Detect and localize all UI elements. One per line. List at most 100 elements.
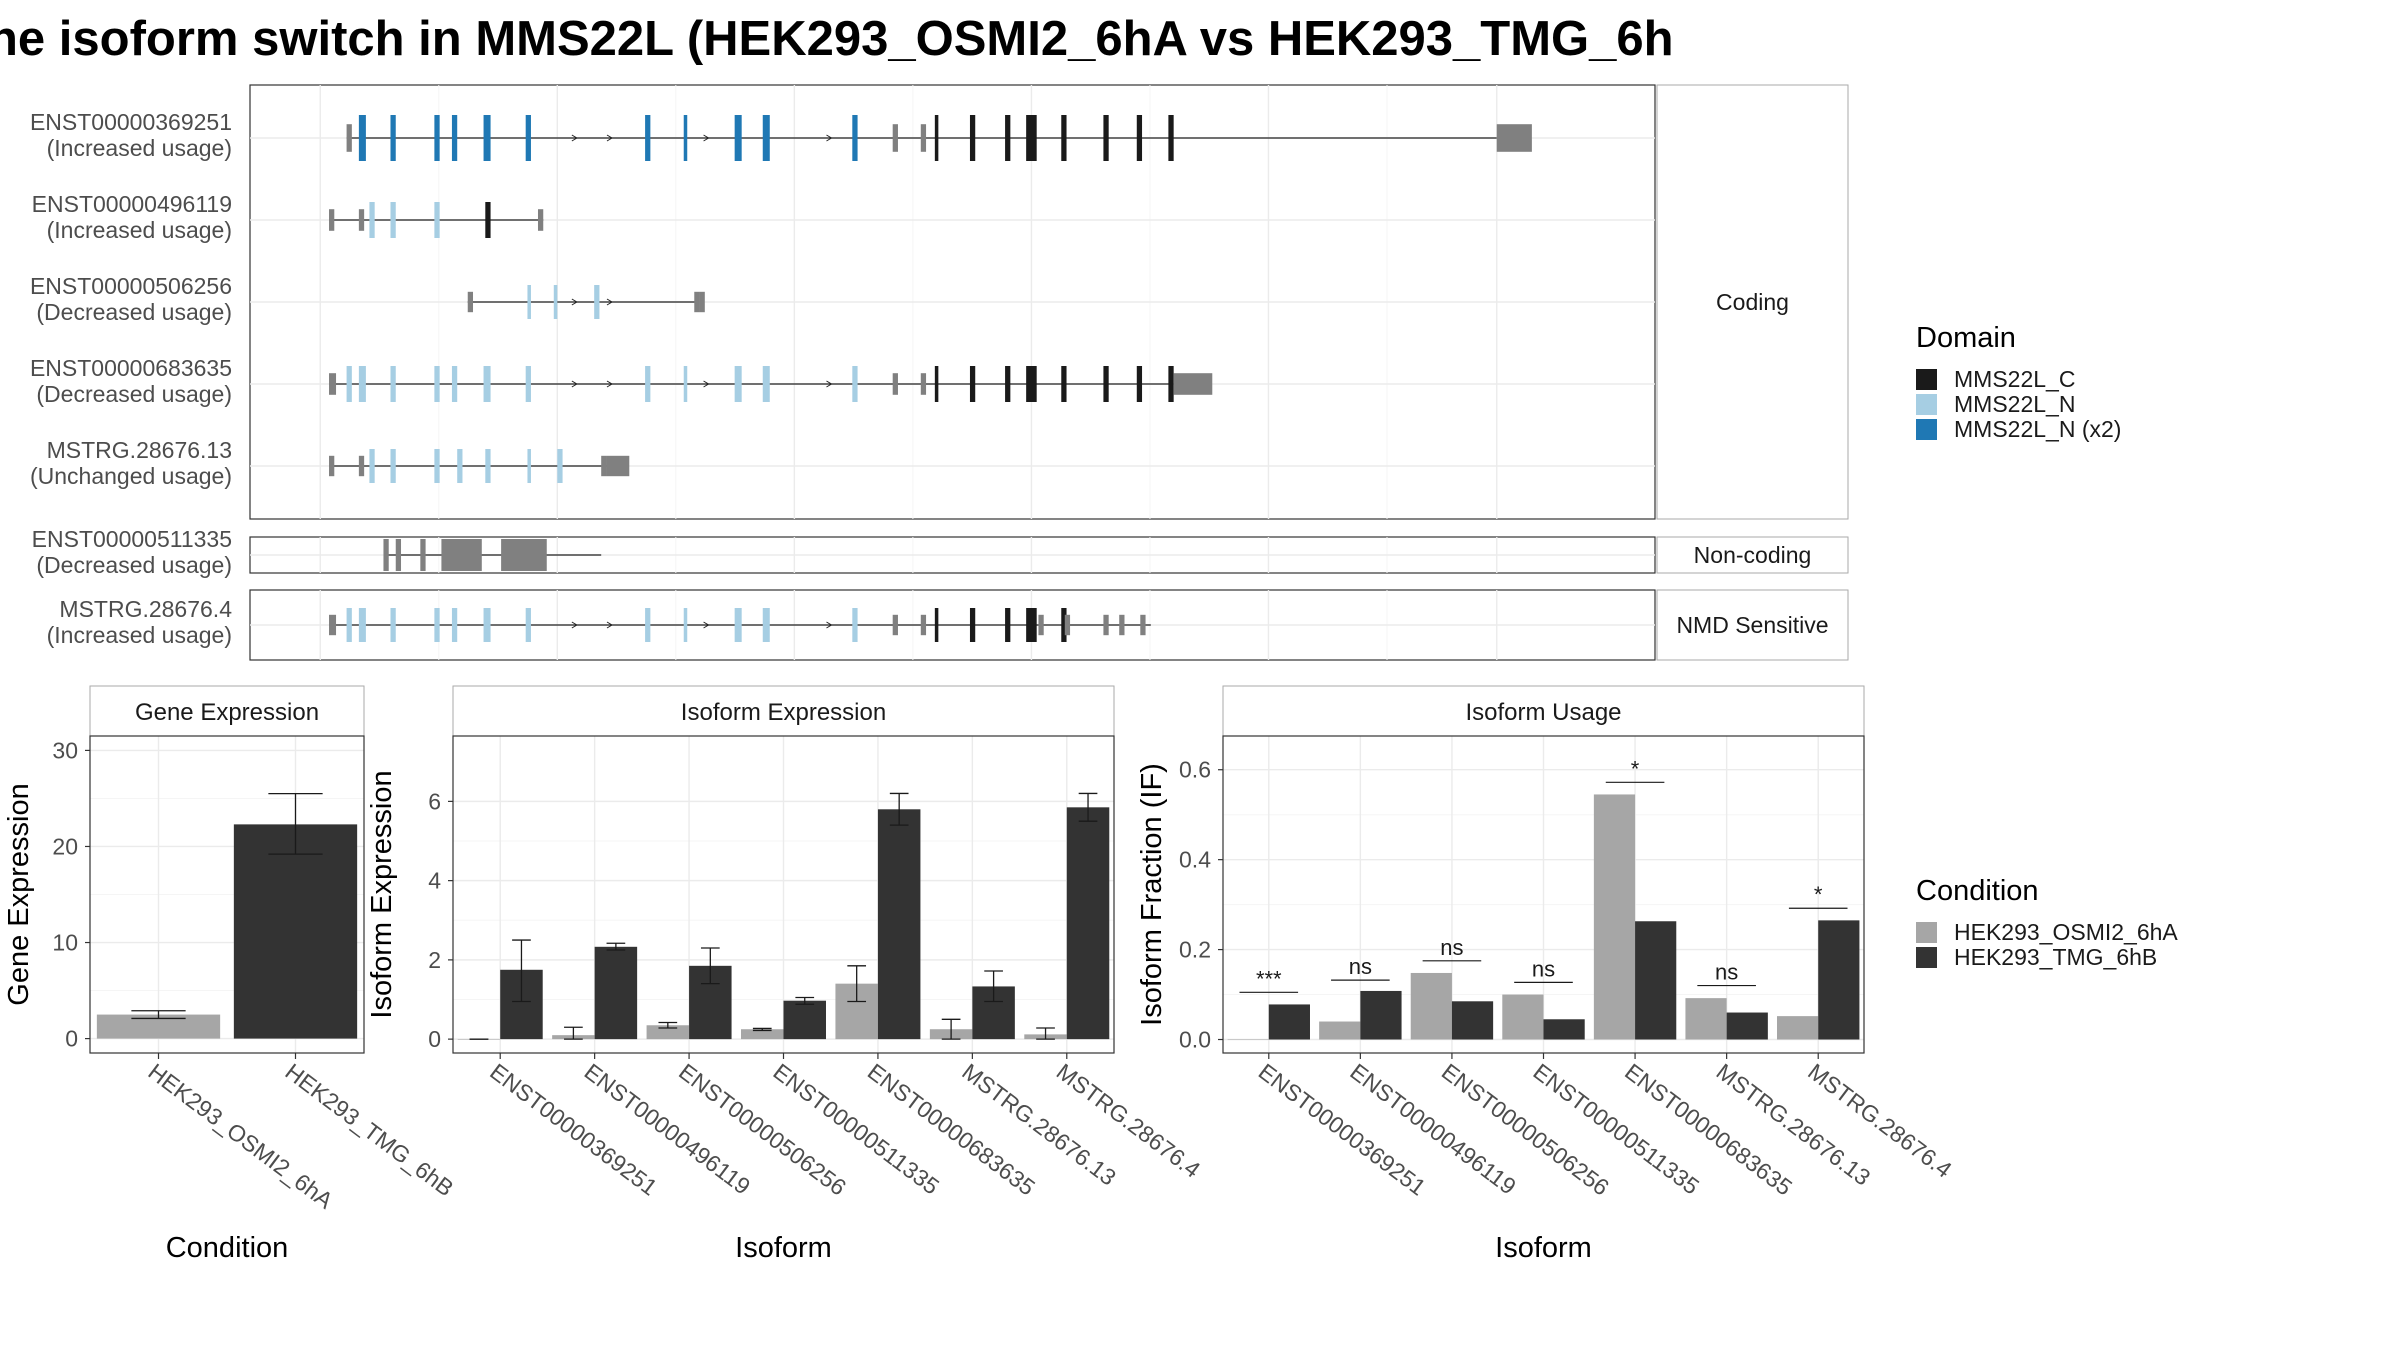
- condition-legend-key: [1916, 947, 1937, 968]
- y-tick-label: 2: [428, 947, 441, 973]
- exon: [557, 449, 563, 483]
- exon: [1103, 366, 1109, 402]
- isoform-track-ENST00000683635: [329, 366, 1213, 402]
- isoform-id-label: MSTRG.28676.13: [47, 437, 232, 463]
- exon: [358, 455, 365, 477]
- exon: [762, 366, 770, 402]
- intron-arrow: [826, 134, 833, 142]
- bar: [594, 946, 638, 1040]
- exon: [457, 449, 463, 483]
- isoform-track-ENST00000369251: [346, 115, 1532, 161]
- exon: [537, 209, 544, 231]
- y-tick-label: 0.4: [1179, 847, 1211, 873]
- bar: [1319, 1021, 1361, 1040]
- y-tick-label: 10: [52, 930, 78, 956]
- condition-legend-key: [1916, 922, 1937, 943]
- exon: [1005, 366, 1011, 402]
- y-tick-label: 6: [428, 788, 441, 814]
- exon: [645, 366, 651, 402]
- utr-block: [1173, 373, 1213, 395]
- exon: [451, 115, 458, 161]
- domain-legend-label: MMS22L_N: [1954, 391, 2075, 417]
- strip-box: [1656, 536, 1849, 574]
- exon: [1005, 115, 1011, 161]
- chart-strip: [452, 685, 1115, 737]
- isoform-status-label: (Decreased usage): [36, 299, 232, 325]
- exon: [734, 366, 742, 402]
- domain-legend-key: [1916, 369, 1937, 390]
- y-tick-label: 4: [428, 868, 441, 894]
- exon: [1103, 614, 1109, 636]
- isoform-status-label: (Increased usage): [47, 622, 232, 648]
- bar: [646, 1025, 690, 1040]
- noncoding-exon: [383, 539, 389, 571]
- bar: [1685, 998, 1727, 1040]
- x-tick-label: ENST00000506256: [1437, 1058, 1614, 1200]
- significance-label: ns: [1440, 935, 1463, 960]
- exon: [358, 366, 366, 402]
- exon: [434, 366, 440, 402]
- exon: [1026, 115, 1037, 161]
- exon: [329, 455, 335, 477]
- exon: [369, 202, 375, 238]
- exon: [892, 124, 898, 152]
- exon: [934, 115, 939, 161]
- exon: [358, 209, 365, 231]
- isoform-status-label: (Decreased usage): [36, 552, 232, 578]
- intron-arrow: [606, 134, 613, 142]
- isoform-track-MSTRG.28676.13: [329, 449, 630, 483]
- exon: [1061, 366, 1067, 402]
- x-tick-label: ENST00000511335: [1528, 1058, 1704, 1199]
- isoform-id-label: ENST00000511335: [32, 526, 232, 552]
- exon: [346, 366, 352, 402]
- chart-title: Isoform Expression: [681, 699, 886, 726]
- x-tick-label: ENST00000683635: [1620, 1058, 1797, 1200]
- exon: [1119, 614, 1125, 636]
- bar: [1360, 990, 1402, 1040]
- bar: [783, 1000, 826, 1040]
- condition-legend-title: Condition: [1916, 875, 2039, 907]
- y-axis-title: Isoform Expression: [366, 770, 398, 1018]
- intron-arrow: [571, 621, 578, 629]
- bar: [1635, 921, 1677, 1040]
- chart-title: Isoform Usage: [1465, 699, 1621, 726]
- exon: [683, 608, 688, 642]
- exon: [920, 614, 927, 636]
- x-tick-label: MSTRG.28676.13: [1712, 1058, 1876, 1190]
- exon: [483, 608, 491, 642]
- y-tick-label: 0.2: [1179, 937, 1211, 963]
- x-axis-title: Condition: [166, 1232, 289, 1264]
- bar: [1726, 1012, 1768, 1040]
- exon: [525, 608, 531, 642]
- isoform-id-label: ENST00000683635: [30, 355, 232, 381]
- strip-box: [1656, 84, 1849, 520]
- bar-chart-panels: Gene Expression0102030HEK293_OSMI2_6hAHE…: [3, 685, 1957, 1264]
- strip-label-coding: Coding: [1716, 289, 1789, 315]
- exon: [483, 115, 491, 161]
- exon: [525, 115, 531, 161]
- bar: [1227, 1039, 1269, 1041]
- exon: [594, 285, 600, 319]
- isoform-track-ENST00000506256: [467, 285, 705, 319]
- plot-frame: [1222, 735, 1865, 1054]
- bar: [741, 1029, 784, 1040]
- y-tick-label: 0.6: [1179, 757, 1211, 783]
- exon: [920, 373, 927, 395]
- exon: [852, 366, 858, 402]
- exon: [1168, 115, 1174, 161]
- exon: [434, 202, 440, 238]
- exon: [645, 608, 651, 642]
- isoform-status-label: (Unchanged usage): [30, 463, 232, 489]
- noncoding-exon: [441, 539, 482, 571]
- exon: [734, 608, 742, 642]
- bar: [1066, 807, 1110, 1040]
- exon: [969, 366, 976, 402]
- x-axis-title: Isoform: [735, 1232, 832, 1264]
- exon: [451, 366, 458, 402]
- exon: [1026, 366, 1037, 402]
- isoform-status-label: (Increased usage): [47, 135, 232, 161]
- exon: [852, 115, 858, 161]
- y-tick-label: 0: [428, 1026, 441, 1052]
- figure-title: ne isoform switch in MMS22L (HEK293_OSMI…: [0, 12, 1674, 66]
- exon: [527, 449, 531, 483]
